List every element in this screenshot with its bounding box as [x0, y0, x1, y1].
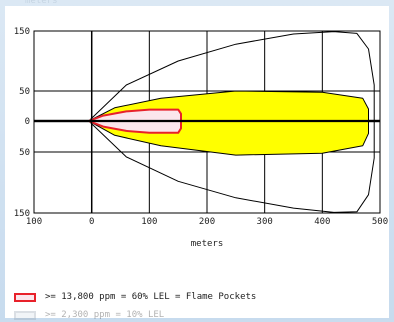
y-tick-label: 150 — [14, 209, 30, 219]
x-tick-label: 500 — [372, 217, 388, 227]
y-tick-label: 50 — [19, 87, 30, 97]
legend-swatch-gray — [14, 310, 36, 320]
legend-label: >= 13,800 ppm = 60% LEL = Flame Pockets — [45, 292, 257, 302]
y-tick-label: 0 — [25, 117, 30, 127]
x-tick-label: 300 — [257, 217, 273, 227]
y-tick-label: 50 — [19, 148, 30, 158]
legend-label: >= 2,300 ppm = 10% LEL — [45, 310, 165, 320]
y-tick-label: 150 — [14, 27, 30, 37]
legend-item-lel: >= 2,300 ppm = 10% LEL — [14, 308, 164, 322]
x-tick-label: 100 — [141, 217, 157, 227]
legend-swatch-red — [14, 292, 36, 302]
x-tick-label: 200 — [199, 217, 215, 227]
x-tick-label: 100 — [26, 217, 42, 227]
legend-item-flame-pockets: >= 13,800 ppm = 60% LEL = Flame Pockets — [14, 290, 256, 304]
faded-top-label: meters — [25, 0, 58, 6]
x-axis-title: meters — [191, 239, 224, 249]
x-tick-label: 0 — [89, 217, 94, 227]
x-tick-label: 400 — [314, 217, 330, 227]
